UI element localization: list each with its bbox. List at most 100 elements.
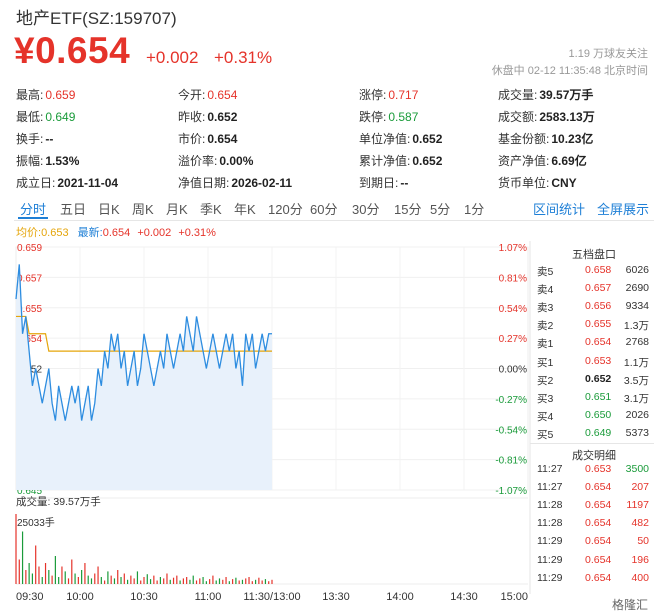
price-tick-label: 0.645 (17, 486, 42, 497)
security-title: 地产ETF(SZ:159707) (16, 9, 177, 28)
orderbook-price: 0.650 (585, 408, 612, 421)
stat-label: 最高: (16, 88, 44, 102)
stat-value: 0.654 (207, 132, 238, 146)
time-tick-label: 14:30 (450, 591, 478, 603)
time-tick-label: 15:00 (500, 591, 528, 603)
fullscreen-button[interactable]: 全屏展示 (597, 202, 650, 217)
stat-cell: 累计净值: 0.652 (359, 152, 442, 169)
stat-label: 成交量: (498, 88, 538, 102)
orderbook-volume: 3.5万 (623, 374, 649, 387)
price-tick-label: 0.655 (17, 304, 42, 315)
stat-cell: 换手: -- (16, 130, 53, 147)
stat-label: 成立日: (16, 176, 56, 190)
tab-7[interactable]: 120分 (268, 202, 303, 217)
trade-time: 11:28 (537, 499, 563, 512)
tab-1[interactable]: 五日 (60, 202, 87, 217)
time-tick-label: 14:00 (386, 591, 414, 603)
stat-value: 10.23亿 (551, 132, 594, 146)
tab-12[interactable]: 1分 (464, 202, 485, 217)
stat-cell: 跌停: 0.587 (359, 108, 418, 125)
orderbook-title: 五档盘口 (572, 249, 616, 261)
tab-8[interactable]: 60分 (310, 202, 338, 217)
trade-price: 0.654 (585, 553, 612, 566)
stat-value: 0.652 (207, 110, 238, 124)
latest-price-label: 最新: (77, 227, 103, 239)
orderbook-level: 买2 (537, 374, 554, 387)
stat-cell: 单位净值: 0.652 (359, 130, 442, 147)
stat-cell: 振幅: 1.53% (16, 152, 79, 169)
stat-cell: 成交量: 39.57万手 (498, 86, 593, 103)
orderbook-volume: 2026 (625, 408, 649, 421)
trade-volume: 207 (631, 481, 649, 494)
followers-count[interactable]: 1.19 万球友关注 (568, 48, 648, 60)
tab-4[interactable]: 月K (166, 202, 188, 217)
trade-time: 11:28 (537, 517, 563, 530)
tab-2[interactable]: 日K (98, 202, 120, 217)
chart-legend: 均价:0.653 最新:0.654 +0.002 +0.31% (16, 224, 216, 240)
price-tick-label: 0.654 (17, 334, 42, 345)
stat-value: -- (45, 132, 54, 146)
stat-value: CNY (551, 176, 577, 190)
orderbook-volume: 9334 (625, 300, 649, 313)
stat-value: 0.652 (412, 132, 443, 146)
trade-volume: 1197 (626, 499, 649, 512)
tab-11[interactable]: 5分 (430, 202, 451, 217)
stat-cell: 最高: 0.659 (16, 86, 75, 103)
stat-value: 0.652 (412, 154, 443, 168)
latest-pct: +0.31% (178, 227, 216, 239)
stat-cell: 昨收: 0.652 (178, 108, 237, 125)
stat-label: 最低: (16, 110, 44, 124)
tab-6[interactable]: 年K (234, 202, 256, 217)
pct-tick-label: 0.00% (499, 365, 527, 376)
stat-label: 市价: (178, 132, 206, 146)
orderbook-level: 卖5 (537, 266, 554, 278)
stat-label: 溢价率: (178, 154, 218, 168)
stat-label: 今开: (178, 88, 206, 102)
gelonghui-logo: 格隆汇 (611, 598, 648, 612)
stat-label: 跌停: (359, 110, 387, 124)
pct-tick-label: -0.54% (495, 425, 527, 436)
stat-value: 0.654 (207, 88, 238, 102)
orderbook-level: 买3 (537, 392, 554, 405)
orderbook-level: 卖3 (537, 302, 554, 315)
stat-cell: 溢价率: 0.00% (178, 152, 253, 169)
orderbook-volume: 2768 (625, 336, 649, 349)
tab-5[interactable]: 季K (200, 202, 222, 217)
interval-stats-button[interactable]: 区间统计 (533, 202, 586, 217)
volume-label-text: 成交量: (16, 496, 51, 508)
stat-value: 39.57万手 (539, 88, 594, 102)
stat-label: 累计净值: (359, 154, 411, 168)
tab-9[interactable]: 30分 (352, 202, 380, 217)
intraday-chart[interactable]: 0.659 1.07% 0.657 0.81% 0.655 0.54% 0.654 0.27%… (0, 236, 656, 615)
trade-time: 11:27 (537, 463, 563, 475)
stat-value: 0.659 (45, 88, 76, 102)
orderbook-level: 卖1 (537, 338, 554, 351)
tab-0[interactable]: 分时 (20, 202, 47, 217)
stat-cell: 成交额: 2583.13万 (498, 108, 595, 125)
price-tick-label: 0.657 (17, 273, 42, 284)
stat-value: 0.649 (45, 110, 76, 124)
stat-value: 0.587 (388, 110, 419, 124)
tab-10[interactable]: 15分 (394, 202, 422, 217)
stat-label: 振幅: (16, 154, 44, 168)
latest-change: +0.002 (137, 227, 172, 239)
orderbook-volume: 6026 (625, 264, 649, 276)
pct-tick-label: -0.27% (495, 395, 527, 406)
stat-label: 到期日: (359, 176, 399, 190)
trade-time: 11:29 (537, 535, 563, 548)
time-tick-label: 10:30 (130, 591, 158, 603)
time-tick-label: 11:30/13:00 (243, 591, 300, 603)
trade-price: 0.654 (585, 499, 612, 512)
trade-price: 0.654 (585, 571, 612, 584)
tab-3[interactable]: 周K (132, 202, 154, 217)
trade-time: 11:27 (537, 481, 563, 494)
orderbook-level: 买1 (537, 356, 554, 369)
stat-cell: 到期日: -- (359, 174, 408, 191)
stat-value: 2583.13万 (539, 110, 595, 124)
volume-max: 25033手 (17, 518, 55, 529)
pct-tick-label: 1.07% (499, 243, 527, 254)
trade-volume: 482 (631, 517, 649, 530)
stat-cell: 市价: 0.654 (178, 130, 237, 147)
price-line (15, 264, 272, 421)
stat-cell: 货币单位: CNY (498, 174, 577, 191)
